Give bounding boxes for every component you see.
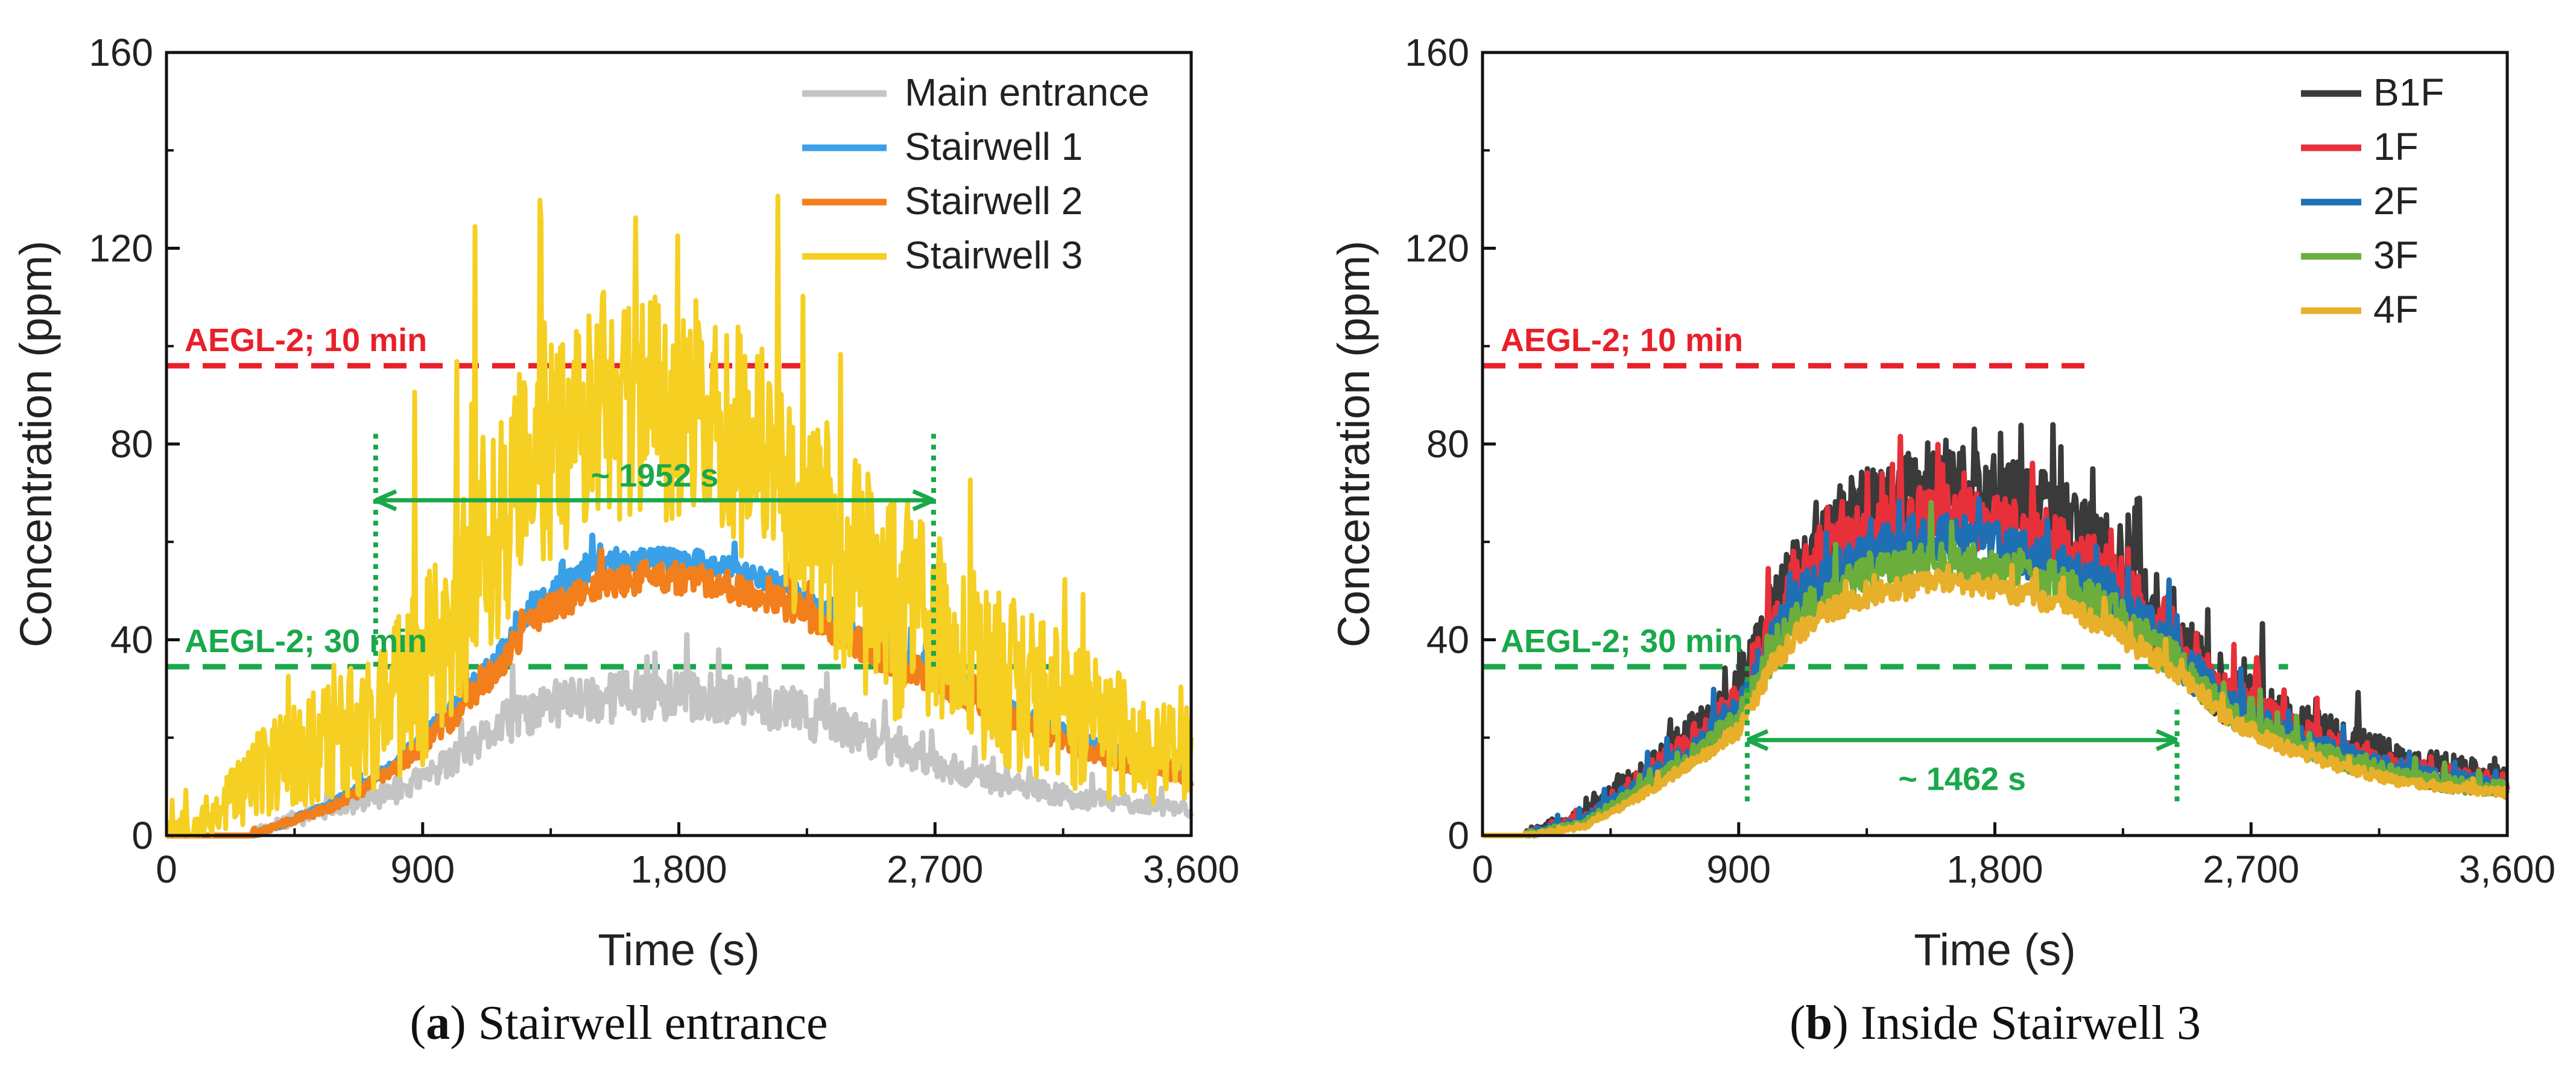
y-tick-label: 40 xyxy=(110,618,153,662)
tick-labels: 0 40 80 120 160 0 900 1,800 2,700 3,600 xyxy=(1405,31,2555,891)
x-tick-label: 3,600 xyxy=(1143,848,1239,891)
x-tick-label: 1,800 xyxy=(630,848,727,891)
series-lines xyxy=(164,194,1194,839)
y-tick-label: 0 xyxy=(1448,814,1469,857)
y-axis-title: Concentration (ppm) xyxy=(11,241,61,648)
interval-markers xyxy=(1744,664,2180,802)
caption: (a) Stairwell entrance xyxy=(410,997,828,1050)
legend-label: Stairwell 3 xyxy=(905,233,1083,277)
x-tick-label: 900 xyxy=(390,848,455,891)
legend: Main entrance Stairwell 1 Stairwell 2 Stair… xyxy=(802,71,1150,277)
threshold-label: AEGL-2; 30 min xyxy=(185,623,427,659)
y-tick-label: 160 xyxy=(1405,31,1469,74)
threshold-label: AEGL-2; 30 min xyxy=(1501,623,1743,659)
series-line-1f xyxy=(1481,434,2510,839)
interval-arrow-head-right xyxy=(2156,729,2178,752)
legend-label: Stairwell 1 xyxy=(905,125,1083,168)
x-tick-label: 1,800 xyxy=(1946,848,2043,891)
interval-label: ~ 1952 s xyxy=(591,458,719,494)
annotations: ~ 1462 s AEGL-2; 10 min AEGL-2; 30 min xyxy=(1501,322,2178,798)
x-tick-label: 2,700 xyxy=(2203,848,2299,891)
series-line-main-entrance xyxy=(165,632,1194,839)
legend-label: Stairwell 2 xyxy=(905,179,1083,223)
x-tick-label: 2,700 xyxy=(887,848,983,891)
y-tick-label: 120 xyxy=(89,227,153,270)
series-line-stairwell-3 xyxy=(165,194,1194,838)
plot-frame xyxy=(1481,51,2509,837)
x-tick-label: 0 xyxy=(156,848,177,891)
legend-label: 2F xyxy=(2373,179,2419,223)
y-tick-label: 160 xyxy=(89,31,153,74)
annotations: ~ 1952 s AEGL-2; 10 min AEGL-2; 30 min xyxy=(185,322,935,659)
interval-arrow-head-left xyxy=(1746,729,1769,752)
axes xyxy=(1481,51,2509,837)
threshold-label: AEGL-2; 10 min xyxy=(1501,322,1743,358)
axes xyxy=(165,51,1193,837)
x-axis-title: Time (s) xyxy=(598,925,760,975)
legend-label: B1F xyxy=(2373,71,2444,114)
threshold-label: AEGL-2; 10 min xyxy=(185,322,427,358)
legend-label: Main entrance xyxy=(905,71,1150,114)
interval-arrow-head-right xyxy=(912,489,935,512)
series-line-4f xyxy=(1481,563,2510,839)
x-tick-label: 3,600 xyxy=(2459,848,2555,891)
x-tick-label: 0 xyxy=(1472,848,1493,891)
x-tick-label: 900 xyxy=(1706,848,1771,891)
interval-arrow-head-left xyxy=(375,489,397,512)
y-tick-label: 80 xyxy=(110,422,153,466)
caption: (b) Inside Stairwell 3 xyxy=(1790,997,2201,1050)
series-lines xyxy=(1481,422,2510,839)
y-tick-label: 0 xyxy=(131,814,153,857)
tick-labels: 0 40 80 120 160 0 900 1,800 2,700 3,600 xyxy=(89,31,1239,891)
interval-label: ~ 1462 s xyxy=(1898,761,2026,798)
y-tick-label: 120 xyxy=(1405,227,1469,270)
legend: B1F 1F 2F 3F 4F xyxy=(2301,71,2444,331)
chart-panel-b: ~ 1462 s AEGL-2; 10 min AEGL-2; 30 min 0 40… xyxy=(1329,31,2555,1050)
x-axis-title: Time (s) xyxy=(1914,925,2076,975)
chart-panel-a: ~ 1952 s AEGL-2; 10 min AEGL-2; 30 min 0 40… xyxy=(11,31,1239,1050)
y-axis-title: Concentration (ppm) xyxy=(1329,241,1379,648)
legend-label: 1F xyxy=(2373,125,2419,168)
y-tick-label: 80 xyxy=(1426,422,1469,466)
interval-markers xyxy=(373,429,936,667)
legend-label: 4F xyxy=(2373,288,2419,331)
y-tick-label: 40 xyxy=(1426,618,1469,662)
legend-label: 3F xyxy=(2373,233,2419,277)
